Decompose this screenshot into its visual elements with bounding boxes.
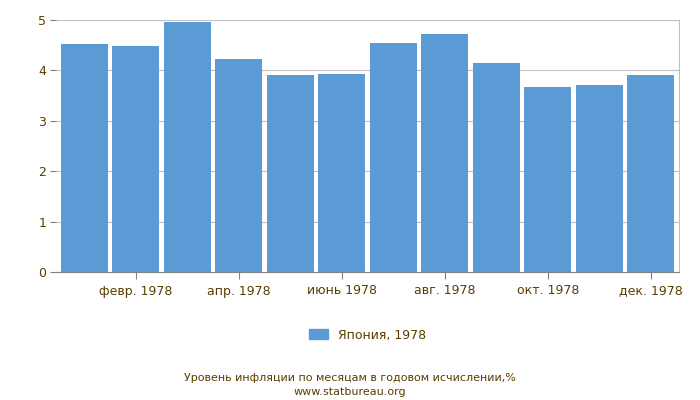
Bar [370,43,417,272]
Bar [112,46,160,272]
Bar [61,44,108,272]
Bar [524,87,571,272]
Bar [421,34,468,272]
Bar [267,75,314,272]
Text: Уровень инфляции по месяцам в годовом исчислении,%: Уровень инфляции по месяцам в годовом ис… [184,373,516,383]
Text: www.statbureau.org: www.statbureau.org [294,387,406,397]
Legend: Япония, 1978: Япония, 1978 [304,324,431,347]
Bar [215,59,262,272]
Bar [627,76,674,272]
Bar [164,22,211,272]
Bar [575,84,623,272]
Bar [473,63,520,272]
Bar [318,74,365,272]
